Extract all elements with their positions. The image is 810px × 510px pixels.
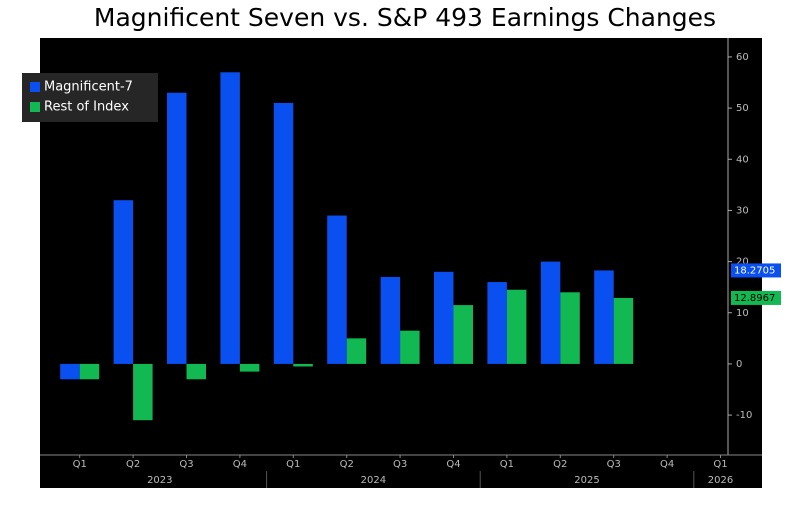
bar (434, 271, 454, 364)
x-tick-label: Q1 (500, 459, 514, 470)
x-tick-label: Q3 (607, 459, 621, 470)
bar (613, 297, 634, 364)
bar (113, 200, 134, 364)
y-tick-label: 40 (736, 154, 749, 165)
bar (273, 102, 294, 364)
value-tag (731, 290, 781, 305)
x-group-label: 2025 (574, 475, 599, 486)
bar (60, 363, 80, 380)
x-tick-label: Q3 (179, 459, 193, 470)
legend-label: Rest of Index (44, 100, 129, 115)
bar (239, 363, 260, 372)
value-tag (731, 263, 781, 278)
y-tick-label: -10 (736, 410, 752, 421)
x-tick-label: Q4 (660, 459, 674, 470)
value-label: 18.2705 (734, 265, 775, 276)
legend-box (22, 73, 158, 122)
x-tick-label: Q4 (233, 459, 247, 470)
bar (220, 72, 240, 364)
x-group-label: 2023 (147, 475, 172, 486)
y-tick-label: 30 (736, 205, 749, 216)
bar (380, 276, 401, 364)
x-tick-label: Q2 (340, 459, 354, 470)
x-tick-label: Q3 (393, 459, 407, 470)
y-tick-label: 60 (736, 52, 749, 63)
legend-label: Magnificent-7 (44, 80, 133, 95)
bar (560, 292, 580, 364)
y-tick-label: 0 (736, 359, 742, 370)
legend-swatch (30, 102, 40, 112)
x-group-label: 2026 (708, 475, 733, 486)
bar (540, 261, 561, 364)
bar (453, 305, 473, 364)
x-tick-label: Q1 (286, 459, 300, 470)
x-group-label: 2024 (361, 475, 386, 486)
bar (167, 92, 187, 364)
x-tick-label: Q2 (126, 459, 140, 470)
bar (594, 270, 614, 364)
bar (79, 363, 100, 380)
x-tick-label: Q1 (713, 459, 727, 470)
y-tick-label: 50 (736, 103, 749, 114)
bar (327, 215, 347, 364)
x-tick-label: Q4 (446, 459, 460, 470)
bar (133, 363, 153, 421)
bar (487, 282, 507, 364)
bar (506, 289, 527, 364)
x-tick-label: Q1 (73, 459, 87, 470)
plot-background (40, 38, 762, 488)
value-label: 12.8967 (734, 293, 775, 304)
x-tick-label: Q2 (553, 459, 567, 470)
bar (346, 338, 367, 364)
legend-swatch (30, 82, 40, 92)
bar (293, 363, 313, 367)
y-tick-label: 10 (736, 308, 749, 319)
bar (400, 330, 420, 364)
y-tick-label: 20 (736, 257, 749, 268)
chart-title: Magnificent Seven vs. S&P 493 Earnings C… (94, 3, 716, 32)
bar (186, 363, 206, 380)
